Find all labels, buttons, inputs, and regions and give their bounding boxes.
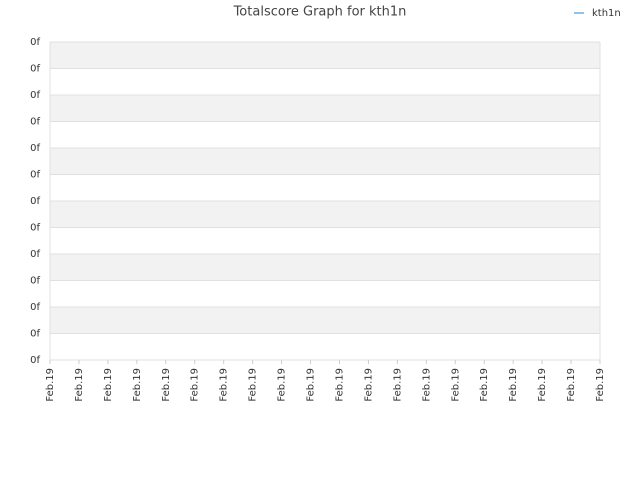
y-tick-label: 0f [30, 64, 40, 75]
x-tick-label: Feb.19 [595, 368, 606, 402]
x-tick-label: Feb.19 [421, 368, 432, 402]
y-tick-label: 0f [30, 196, 40, 207]
chart-title: Totalscore Graph for kth1n [233, 5, 407, 20]
x-tick-label: Feb.19 [161, 368, 172, 402]
x-tick-label: Feb.19 [219, 368, 230, 402]
legend-label: kth1n [592, 8, 621, 19]
x-tick-label: Feb.19 [566, 368, 577, 402]
y-tick-label: 0f [30, 143, 40, 154]
x-tick-label: Feb.19 [103, 368, 114, 402]
y-tick-label: 0f [30, 355, 40, 366]
y-tick-label: 0f [30, 249, 40, 260]
y-tick-label: 0f [30, 276, 40, 287]
x-tick-label: Feb.19 [392, 368, 403, 402]
y-tick-label: 0f [30, 117, 40, 128]
y-tick-label: 0f [30, 302, 40, 313]
x-tick-label: Feb.19 [450, 368, 461, 402]
grid-band [50, 201, 600, 228]
x-tick-label: Feb.19 [45, 368, 56, 402]
grid-band [50, 42, 600, 69]
y-tick-label: 0f [30, 90, 40, 101]
grid-band [50, 254, 600, 281]
x-tick-label: Feb.19 [277, 368, 288, 402]
grid-band [50, 95, 600, 122]
x-tick-label: Feb.19 [306, 368, 317, 402]
x-tick-label: Feb.19 [190, 368, 201, 402]
y-tick-label: 0f [30, 329, 40, 340]
y-tick-label: 0f [30, 37, 40, 48]
y-tick-label: 0f [30, 223, 40, 234]
x-tick-label: Feb.19 [248, 368, 259, 402]
x-tick-label: Feb.19 [132, 368, 143, 402]
x-tick-label: Feb.19 [479, 368, 490, 402]
x-tick-label: Feb.19 [537, 368, 548, 402]
grid-band [50, 307, 600, 334]
x-tick-label: Feb.19 [363, 368, 374, 402]
y-tick-label: 0f [30, 170, 40, 181]
x-tick-label: Feb.19 [334, 368, 345, 402]
x-tick-label: Feb.19 [508, 368, 519, 402]
grid-band [50, 148, 600, 175]
x-tick-label: Feb.19 [74, 368, 85, 402]
